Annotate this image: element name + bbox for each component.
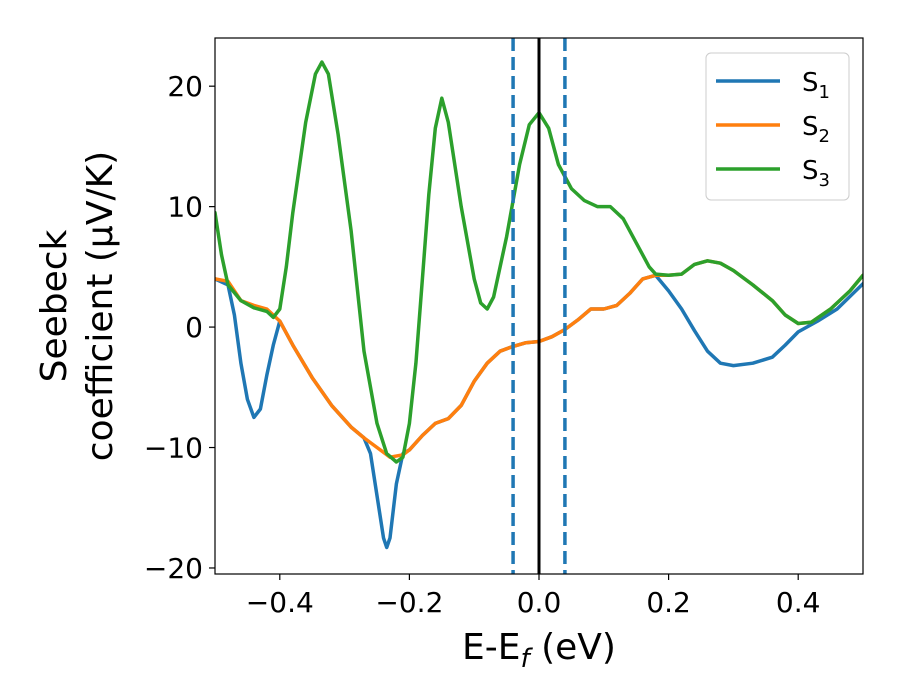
y-tick-label: −10 bbox=[144, 432, 203, 465]
x-tick-label: 0.2 bbox=[646, 586, 691, 619]
x-axis-label-unit: (eV) bbox=[530, 627, 616, 668]
x-axis-label: E-Ef (eV) bbox=[462, 627, 616, 674]
legend: S1 S2 S3 bbox=[705, 52, 850, 201]
x-tick-label: 0.4 bbox=[776, 586, 821, 619]
y-tick-label: 10 bbox=[167, 191, 203, 224]
legend-label-s2: S2 bbox=[802, 112, 830, 147]
y-tick-label: −20 bbox=[144, 552, 203, 585]
y-tick-label: 0 bbox=[185, 311, 203, 344]
x-axis-label-base: E-E bbox=[462, 627, 520, 668]
legend-label-s1: S1 bbox=[802, 68, 830, 103]
axes-layer: −0.4 −0.2 0.0 0.2 0.4 −20 −10 0 10 20 bbox=[144, 37, 864, 619]
series-group bbox=[215, 38, 863, 574]
legend-label-s3: S3 bbox=[802, 156, 830, 191]
x-tick-label: −0.2 bbox=[375, 586, 443, 619]
series-line-s3 bbox=[215, 60, 863, 464]
x-tick-label: −0.4 bbox=[246, 586, 314, 619]
y-axis-label-line2: coefficient (μV/K) bbox=[80, 151, 121, 461]
x-tick-label: 0.0 bbox=[517, 586, 562, 619]
plot-area bbox=[215, 38, 863, 574]
y-axis-label: Seebeck coefficient (μV/K) bbox=[34, 151, 121, 461]
y-axis-label-line1: Seebeck bbox=[34, 229, 75, 382]
y-tick-label: 20 bbox=[167, 70, 203, 103]
